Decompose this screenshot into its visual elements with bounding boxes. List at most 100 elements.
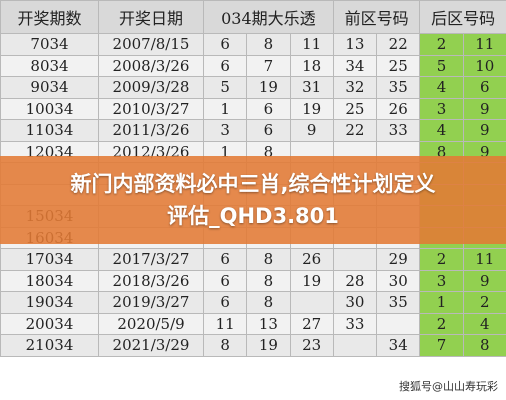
table-cell: 26 xyxy=(376,97,421,120)
table-cell: 10 xyxy=(462,54,506,77)
table-cell: 2020/5/9 xyxy=(98,312,204,335)
table-cell: 33 xyxy=(332,312,378,335)
table-cell: 8 xyxy=(202,334,248,357)
table-cell: 7 xyxy=(246,54,291,77)
table-cell: 2007/8/15 xyxy=(98,33,204,56)
table-cell: 8034 xyxy=(0,54,99,77)
table-cell: 6 xyxy=(246,97,291,120)
table-cell: 5 xyxy=(202,76,248,99)
table-cell: 22 xyxy=(376,33,421,56)
table-cell: 6 xyxy=(202,291,248,314)
table-cell: 11034 xyxy=(0,119,99,142)
table-cell: 19 xyxy=(289,269,334,292)
table-cell: 11 xyxy=(462,33,506,56)
header-cell: 开奖期数 xyxy=(0,0,99,34)
table-row: 17034 2017/3/27 6 8 26 29 2 11 xyxy=(0,248,506,271)
header-cell: 开奖日期 xyxy=(98,0,204,34)
table-cell: 28 xyxy=(332,269,378,292)
table-cell: 11 xyxy=(202,312,248,335)
table-cell: 19 xyxy=(289,97,334,120)
table-cell: 34 xyxy=(332,54,378,77)
table-cell: 8 xyxy=(462,334,506,357)
table-cell: 4 xyxy=(419,119,464,142)
table-cell: 2009/3/28 xyxy=(98,76,204,99)
table-cell: 34 xyxy=(376,334,421,357)
table-cell: 5 xyxy=(419,54,464,77)
table-cell: 2019/3/27 xyxy=(98,291,204,314)
table-cell: 19 xyxy=(246,76,291,99)
banner-line: 评估_QHD3.801 xyxy=(167,204,339,228)
table-cell: 35 xyxy=(376,291,421,314)
table-cell: 8 xyxy=(246,291,291,314)
table-cell: 35 xyxy=(376,76,421,99)
table-cell: 3 xyxy=(202,119,248,142)
table-cell: 10034 xyxy=(0,97,99,120)
table-cell: 11 xyxy=(462,248,506,271)
table-cell: 4 xyxy=(462,312,506,335)
table-cell: 11 xyxy=(289,33,334,56)
table-cell: 8 xyxy=(246,33,291,56)
table-cell: 9 xyxy=(462,97,506,120)
table-row: 9034 2009/3/28 5 19 31 32 35 4 6 xyxy=(0,76,506,99)
table-row: 11034 2011/3/26 3 6 9 22 33 4 9 xyxy=(0,119,506,142)
table-cell: 6 xyxy=(202,54,248,77)
banner: 新门内部资料必中三肖,综合性计划定义 评估_QHD3.801 xyxy=(0,156,506,244)
table-row: 18034 2018/3/26 6 8 19 28 30 3 9 xyxy=(0,269,506,292)
table-cell: 7034 xyxy=(0,33,99,56)
table-cell: 2 xyxy=(419,312,464,335)
table-cell: 8 xyxy=(246,248,291,271)
table-cell: 17034 xyxy=(0,248,99,271)
table-cell: 25 xyxy=(376,54,421,77)
table-cell: 32 xyxy=(332,76,378,99)
watermark: 搜狐号@山山寿玩彩 xyxy=(399,380,498,393)
table-cell: 21034 xyxy=(0,334,99,357)
table-cell: 22 xyxy=(332,119,378,142)
table-cell: 29 xyxy=(376,248,421,271)
table-row: 19034 2019/3/27 6 8 30 35 1 2 xyxy=(0,291,506,314)
table-cell: 1 xyxy=(419,291,464,314)
table-cell xyxy=(332,334,378,357)
table-cell: 9 xyxy=(462,119,506,142)
table-cell: 33 xyxy=(376,119,421,142)
table-cell: 3 xyxy=(419,97,464,120)
table-cell: 2 xyxy=(419,33,464,56)
table-cell: 9 xyxy=(289,119,334,142)
table-cell: 2011/3/26 xyxy=(98,119,204,142)
table-cell: 2021/3/29 xyxy=(98,334,204,357)
table-cell xyxy=(376,312,421,335)
table-cell: 23 xyxy=(289,334,334,357)
table-row: 20034 2020/5/9 11 13 27 33 2 4 xyxy=(0,312,506,335)
header-cell: 前区号码 xyxy=(332,0,421,34)
table-cell: 20034 xyxy=(0,312,99,335)
table-row: 8034 2008/3/26 6 7 18 34 25 5 10 xyxy=(0,54,506,77)
table-cell: 7 xyxy=(419,334,464,357)
table-cell: 2 xyxy=(462,291,506,314)
table-cell: 6 xyxy=(202,269,248,292)
table-cell: 13 xyxy=(246,312,291,335)
table-cell: 26 xyxy=(289,248,334,271)
table-cell xyxy=(289,291,334,314)
table-cell: 6 xyxy=(202,33,248,56)
table-cell: 3 xyxy=(419,269,464,292)
header-row: 开奖期数 开奖日期 034期大乐透 前区号码 后区号码 xyxy=(0,0,506,34)
table-cell: 2 xyxy=(419,248,464,271)
table-cell: 18 xyxy=(289,54,334,77)
table-cell: 18034 xyxy=(0,269,99,292)
table-cell: 19 xyxy=(246,334,291,357)
table-cell: 4 xyxy=(419,76,464,99)
header-cell: 034期大乐透 xyxy=(203,0,334,34)
table-cell: 2008/3/26 xyxy=(98,54,204,77)
table-row: 7034 2007/8/15 6 8 11 13 22 2 11 xyxy=(0,33,506,56)
table-cell: 19034 xyxy=(0,291,99,314)
table-cell: 13 xyxy=(332,33,378,56)
table-cell: 27 xyxy=(289,312,334,335)
table-cell: 6 xyxy=(246,119,291,142)
table-cell: 9034 xyxy=(0,76,99,99)
banner-line: 新门内部资料必中三肖,综合性计划定义 xyxy=(70,172,436,196)
table-cell: 30 xyxy=(376,269,421,292)
table-row: 10034 2010/3/27 1 6 19 25 26 3 9 xyxy=(0,97,506,120)
table-cell: 2010/3/27 xyxy=(98,97,204,120)
header-cell: 后区号码 xyxy=(419,0,506,34)
table-cell: 6 xyxy=(462,76,506,99)
